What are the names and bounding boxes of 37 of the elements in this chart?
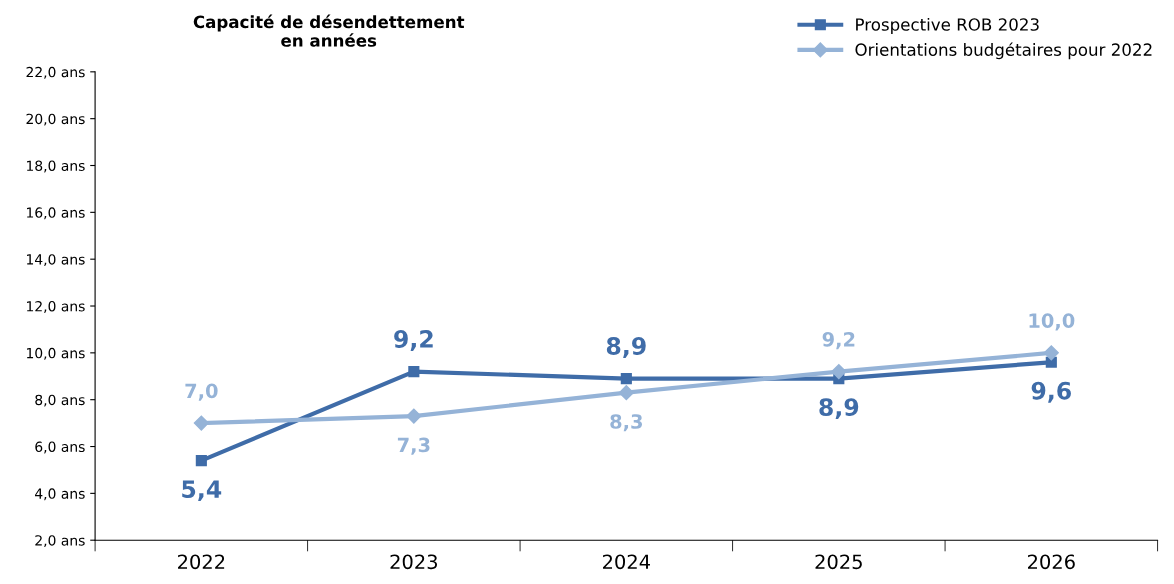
data-label: 8,9 <box>606 337 646 358</box>
y-tick-label: 16,0 ans <box>27 207 85 220</box>
data-label: 9,2 <box>394 330 433 351</box>
point <box>195 455 207 467</box>
y-tick-label: 8,0 ans <box>35 394 85 407</box>
data-label: 7,3 <box>397 437 430 455</box>
x-tick-label: 2023 <box>390 554 438 570</box>
legend-label: Prospective ROB 2023 <box>856 17 1039 35</box>
y-tick-label: 10,0 ans <box>27 347 85 360</box>
legend-label: Orientations budgétaires pour 2022 <box>855 42 1152 60</box>
point <box>620 373 632 385</box>
data-label: 7,0 <box>185 383 218 401</box>
y-tick-label: 2,0 ans <box>35 535 85 548</box>
x-tick-label: 2025 <box>815 554 862 570</box>
y-tick-label: 14,0 ans <box>27 254 85 267</box>
point <box>408 366 420 378</box>
point <box>406 408 422 424</box>
data-label: 8,3 <box>610 414 643 432</box>
data-label: 10,0 <box>1029 313 1075 331</box>
point <box>1043 345 1059 361</box>
y-tick-label: 6,0 ans <box>35 441 85 454</box>
data-label: 9,6 <box>1031 381 1071 403</box>
point <box>618 385 634 401</box>
y-tick-label: 18,0 ans <box>27 160 85 173</box>
y-tick-label: 4,0 ans <box>35 488 85 501</box>
x-tick-label: 2026 <box>1028 554 1075 570</box>
x-tick-label: 2024 <box>603 554 650 570</box>
x-tick-label: 2022 <box>178 554 225 570</box>
data-label: 5,4 <box>182 480 222 501</box>
data-label: 8,9 <box>819 398 859 420</box>
data-label: 9,2 <box>822 331 855 350</box>
point <box>193 415 209 431</box>
point <box>831 364 847 380</box>
y-tick-label: 22,0 ans <box>26 66 85 79</box>
chart-title: Capacité de désendettement en années <box>193 14 465 47</box>
y-tick-label: 12,0 ans <box>27 300 85 313</box>
y-tick-label: 20,0 ans <box>26 113 85 126</box>
